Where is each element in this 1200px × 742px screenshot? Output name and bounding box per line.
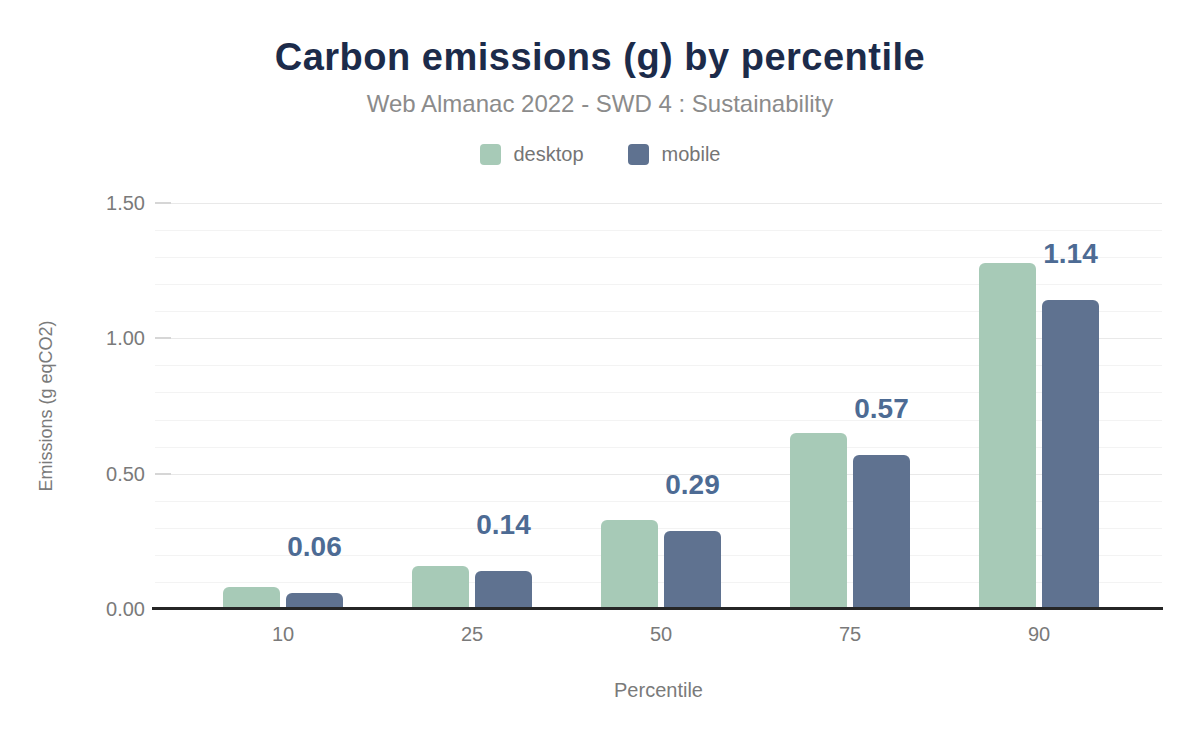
y-tick-label: 0.00 <box>65 597 145 621</box>
y-tick-mark <box>155 473 171 475</box>
bar-desktop-p25[interactable] <box>412 566 469 609</box>
value-label-p10: 0.06 <box>245 533 385 561</box>
bar-chart: Carbon emissions (g) by percentile Web A… <box>0 0 1200 742</box>
gridline <box>155 203 1162 204</box>
bar-desktop-p10[interactable] <box>223 587 280 609</box>
x-tick-label: 25 <box>427 622 517 646</box>
y-tick-label: 0.50 <box>65 462 145 486</box>
y-tick-mark <box>155 202 171 204</box>
bar-mobile-p50[interactable] <box>664 531 721 609</box>
gridline <box>155 230 1162 231</box>
bar-mobile-p90[interactable] <box>1042 300 1099 609</box>
x-tick-label: 50 <box>616 622 706 646</box>
x-axis-line <box>152 607 1163 610</box>
x-tick-label: 75 <box>805 622 895 646</box>
bar-mobile-p75[interactable] <box>853 455 910 609</box>
bar-desktop-p90[interactable] <box>979 263 1036 609</box>
value-label-p25: 0.14 <box>434 511 574 539</box>
value-label-p90: 1.14 <box>1001 240 1141 268</box>
x-tick-label: 10 <box>238 622 328 646</box>
value-label-p75: 0.57 <box>812 395 952 423</box>
y-tick-mark <box>155 337 171 339</box>
bar-mobile-p25[interactable] <box>475 571 532 609</box>
plot-area: 0.00 0.50 1.00 1.50 0.06 10 0.14 25 0.29 50 0.57 75… <box>0 0 1200 742</box>
x-axis-title: Percentile <box>539 679 779 702</box>
x-tick-label: 90 <box>994 622 1084 646</box>
y-tick-label: 1.00 <box>65 326 145 350</box>
y-axis-title: Emissions (g eqCO2) <box>36 320 57 491</box>
value-label-p50: 0.29 <box>623 471 763 499</box>
bar-desktop-p75[interactable] <box>790 433 847 609</box>
y-tick-label: 1.50 <box>65 191 145 215</box>
bar-desktop-p50[interactable] <box>601 520 658 609</box>
